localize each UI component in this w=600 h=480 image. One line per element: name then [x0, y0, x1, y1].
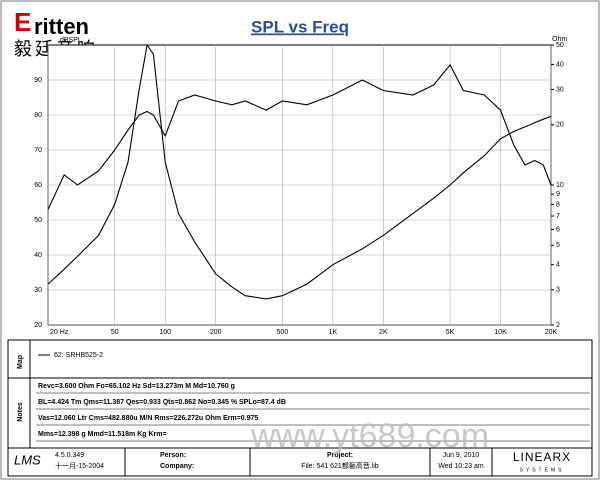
- y2-tick-label: 20: [556, 122, 564, 129]
- y-tick-label: 50: [34, 217, 42, 224]
- y2-tick-label: 5: [556, 242, 560, 249]
- y-axis-label: dBSPL: [60, 37, 82, 44]
- footer-lms: LMS: [14, 452, 41, 467]
- person: Person:: [160, 452, 186, 459]
- note-line: Vas=12.060 Ltr Cms=482.880u M/N Rms=226.…: [38, 415, 258, 422]
- x-tick-label: 100: [159, 329, 171, 336]
- y-tick-label: 70: [34, 147, 42, 154]
- y-tick-label: 20: [34, 322, 42, 329]
- x-tick-label: 500: [277, 329, 289, 336]
- y2-tick-label: 6: [556, 226, 560, 233]
- y2-tick-label: 30: [556, 86, 564, 93]
- map-label: Map: [17, 355, 24, 369]
- y2-tick-label: 40: [556, 61, 564, 68]
- version: 4.5.0.349: [55, 452, 84, 459]
- y2-tick-label: 7: [556, 213, 560, 220]
- x-tick-label: 5K: [446, 329, 455, 336]
- y2-tick-label: 3: [556, 287, 560, 294]
- y2-tick-label: 2: [556, 322, 560, 329]
- series-line: [47, 43, 552, 300]
- y2-tick-label: 9: [556, 191, 560, 198]
- x-tick-label: 2K: [379, 329, 388, 336]
- linearx-sub: SYSTEMS: [520, 467, 565, 473]
- x-tick-label: 50: [111, 329, 119, 336]
- x-tick-label: 20K: [545, 329, 558, 336]
- x-tick-label: 1K: [329, 329, 338, 336]
- x-tick-label: 20 Hz: [50, 329, 69, 336]
- series-line: [47, 63, 552, 210]
- y-tick-label: 90: [34, 77, 42, 84]
- chart-title: SPL vs Freq: [251, 17, 349, 36]
- y-tick-label: 60: [34, 182, 42, 189]
- note-line: Revc=3.600 Ohm Fo=65.102 Hz Sd=13.273m M…: [38, 383, 235, 390]
- notes-label: Notes: [17, 402, 24, 422]
- logo-e: E: [14, 7, 31, 37]
- watermark-url: www.yt689.com: [250, 417, 489, 455]
- project: Project:: [327, 452, 353, 459]
- y2-tick-label: 8: [556, 201, 560, 208]
- time: Wed 10:23 am: [438, 463, 484, 470]
- y2-axis-label: Ohm: [552, 36, 567, 43]
- x-tick-label: 10K: [494, 329, 507, 336]
- y2-tick-label: 10: [556, 182, 564, 189]
- y2-tick-label: 4: [556, 262, 560, 269]
- note-line: BL=4.424 Tm Qms=11.387 Qes=0.933 Qts=0.8…: [38, 399, 286, 406]
- date: Jun 9, 2010: [443, 452, 480, 459]
- y-tick-label: 30: [34, 287, 42, 294]
- logo-brand: ritten: [34, 14, 89, 39]
- company: Company:: [160, 463, 194, 470]
- y2-tick-label: 50: [556, 42, 564, 49]
- build-date: 十一月-15-2004: [55, 461, 104, 470]
- file: File: 541 621都藝高音.lib: [301, 461, 379, 470]
- footer-frame: [7, 447, 593, 477]
- note-line: Mms=12.398 g Mmd=11.518m Kg Krm=: [38, 431, 167, 438]
- x-tick-label: 200: [210, 329, 222, 336]
- legend-entry: 62: SRHB525-2: [54, 352, 103, 359]
- y-tick-label: 80: [34, 112, 42, 119]
- linearx: LINEARX: [513, 450, 571, 464]
- y-tick-label: 40: [34, 252, 42, 259]
